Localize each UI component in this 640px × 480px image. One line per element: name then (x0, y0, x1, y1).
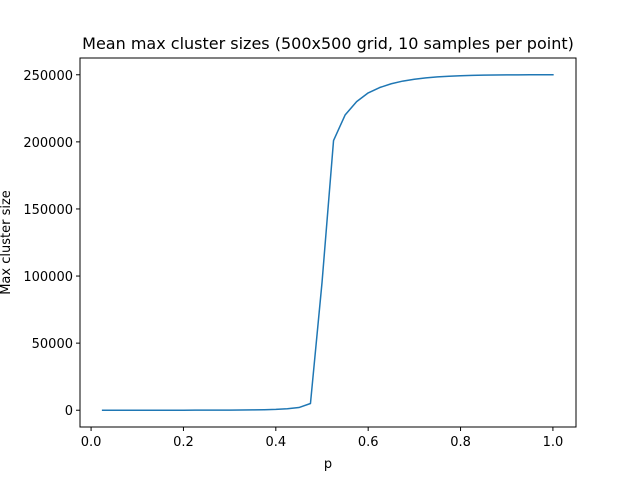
x-tick-label: 0.8 (450, 435, 471, 450)
y-tick-label: 50000 (32, 337, 73, 352)
chart-title: Mean max cluster sizes (500x500 grid, 10… (82, 34, 574, 53)
y-tick-label: 150000 (23, 203, 73, 218)
x-axis-ticks: 0.0 0.2 0.4 0.6 0.8 1.0 (81, 427, 564, 450)
x-tick-label: 0.6 (358, 435, 379, 450)
y-axis-label: Max cluster size (0, 190, 14, 295)
series-line-0 (101, 74, 554, 411)
x-tick-label: 0.0 (81, 435, 102, 450)
x-tick-label: 0.2 (173, 435, 194, 450)
plot-frame (79, 57, 577, 428)
x-axis-label: p (324, 457, 332, 472)
y-axis-ticks: 0 50000 100000 150000 200000 250000 (23, 69, 80, 419)
series-layer (101, 74, 554, 411)
x-tick-label: 0.4 (265, 435, 286, 450)
y-tick-label: 100000 (23, 270, 73, 285)
y-tick-label: 200000 (23, 136, 73, 151)
x-tick-label: 1.0 (543, 435, 564, 450)
y-tick-label: 0 (65, 404, 73, 419)
y-tick-label: 250000 (23, 69, 73, 84)
